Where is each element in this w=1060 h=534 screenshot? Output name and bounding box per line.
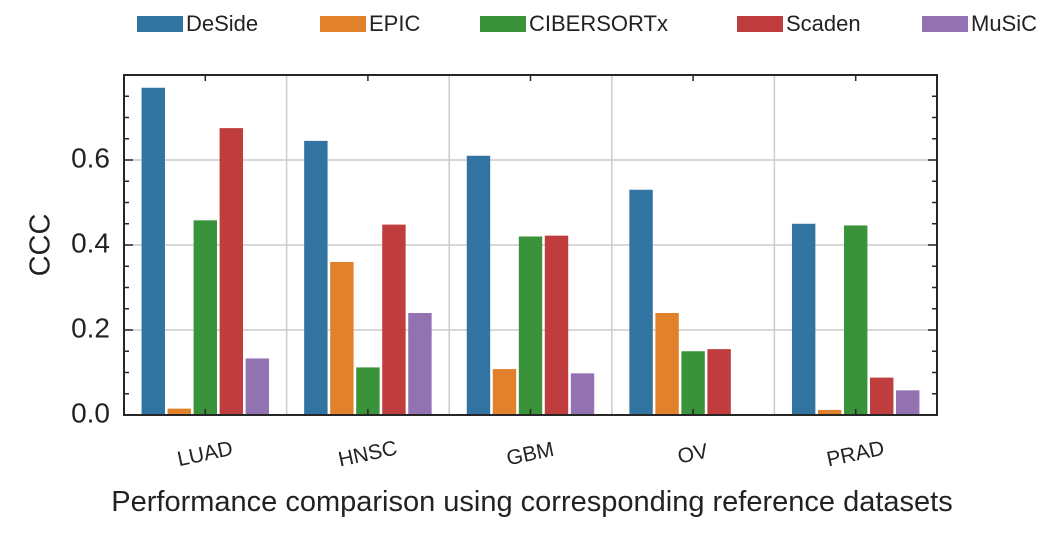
x-tick-label-luad: LUAD [175,437,235,471]
bar-cibersortx-prad [843,225,868,415]
x-tick-label-hnsc: HNSC [336,437,399,472]
bar-deside-hnsc [304,140,328,415]
bar-scaden-luad [219,128,244,415]
y-tick-labels: 0.0 0.2 0.4 0.6 [71,142,110,428]
bar-epic-gbm [492,369,517,415]
x-tick-label-gbm: GBM [505,438,557,470]
bar-epic-prad [817,409,842,415]
legend: DeSide EPIC CIBERSORTx Scaden MuSiC [137,11,1037,36]
legend-label-music: MuSiC [971,11,1037,36]
bar-epic-ov [655,313,679,415]
y-tick-label: 0.6 [71,142,110,173]
bar-music-gbm [570,373,595,415]
bar-deside-luad [141,87,165,415]
bar-cibersortx-ov [681,351,705,415]
y-tick-label: 0.0 [71,397,110,428]
bar-music-hnsc [408,313,432,415]
legend-swatch-music [922,16,968,32]
legend-swatch-epic [320,16,366,32]
bar-scaden-gbm [544,235,569,415]
x-axis-label: Performance comparison using correspondi… [111,486,952,518]
bar-epic-luad [167,408,191,415]
bar-cibersortx-hnsc [356,367,380,415]
bar-epic-hnsc [330,262,354,415]
x-tick-labels: LUAD HNSC GBM OV PRAD [175,437,886,472]
y-axis-label: CCC [25,214,57,277]
legend-label-deside: DeSide [186,11,258,36]
bars [141,87,920,415]
legend-label-epic: EPIC [369,11,420,36]
bar-deside-gbm [466,155,491,415]
y-tick-label: 0.2 [71,312,110,343]
x-tick-label-ov: OV [676,440,710,469]
bar-cibersortx-luad [193,220,218,415]
bar-deside-prad [791,223,816,415]
axis-ticks [124,74,937,416]
bar-cibersortx-gbm [518,236,543,415]
bar-deside-ov [629,189,653,415]
legend-swatch-cibersortx [480,16,526,32]
bar-scaden-hnsc [382,224,406,415]
bar-music-luad [245,358,270,415]
bar-scaden-ov [707,349,731,415]
x-tick-label-prad: PRAD [825,437,887,472]
bar-music-prad [896,390,920,415]
legend-swatch-deside [137,16,183,32]
legend-label-cibersortx: CIBERSORTx [529,11,668,36]
legend-swatch-scaden [737,16,783,32]
bar-scaden-prad [870,377,894,415]
y-tick-label: 0.4 [71,227,110,258]
legend-label-scaden: Scaden [786,11,861,36]
